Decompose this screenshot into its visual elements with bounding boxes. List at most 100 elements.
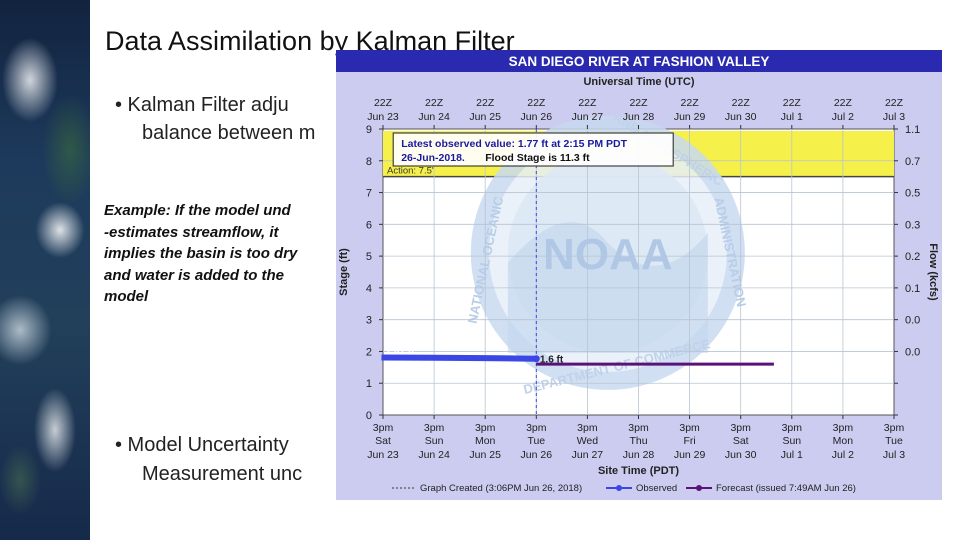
latest-observed-date: 26-Jun-2018. [401, 152, 465, 164]
bottom-tick-day: Fri [683, 435, 695, 447]
top-tick-time: 22Z [374, 97, 393, 109]
top-tick-date: Jul 3 [883, 111, 905, 123]
right-tick-label: 0.5 [905, 188, 920, 200]
bottom-tick-day: Sun [782, 435, 801, 447]
bottom-tick-time: 3pm [679, 422, 700, 434]
legend-created-text: Graph Created (3:06PM Jun 26, 2018) [420, 483, 582, 494]
legend-observed-text: Observed [636, 483, 677, 494]
right-tick-label: 0.0 [905, 315, 920, 327]
observed-latest-point [532, 355, 540, 363]
noaa-watermark-text: NOAA [543, 230, 673, 279]
top-tick-time: 22Z [681, 97, 700, 109]
flood-stage-text: Flood Stage is 11.3 ft [485, 152, 590, 164]
observed-value-label: 1.81 ft [386, 346, 416, 357]
bullet-kalman-line1: • Kalman Filter adju [115, 94, 289, 116]
top-tick-time: 22Z [476, 97, 495, 109]
bottom-tick-date: Jul 2 [832, 449, 854, 461]
observed-series-line [381, 354, 537, 362]
left-tick-label: 1 [366, 378, 372, 390]
bottom-tick-date: Jun 28 [623, 449, 655, 461]
bottom-tick-date: Jun 23 [367, 449, 399, 461]
bullet-kalman-line2: balance between m [142, 122, 316, 144]
bottom-tick-date: Jun 26 [521, 449, 553, 461]
bottom-tick-day: Sat [375, 435, 391, 447]
legend-forecast-text: Forecast (issued 7:49AM Jun 26) [716, 483, 856, 494]
top-tick-date: Jun 27 [572, 111, 604, 123]
action-stage-label: Action: 7.5' [387, 166, 434, 177]
top-tick-time: 22Z [783, 97, 802, 109]
bullet-uncertainty-line2: Measurement unc [142, 463, 303, 485]
bottom-tick-day: Sat [733, 435, 749, 447]
right-tick-label: 0.7 [905, 156, 920, 168]
hydrograph-panel: SAN DIEGO RIVER AT FASHION VALLEY Univers… [336, 50, 942, 500]
bottom-tick-date: Jun 30 [725, 449, 757, 461]
bottom-tick-day: Tue [885, 435, 903, 447]
left-tick-label: 0 [366, 410, 372, 422]
top-tick-time: 22Z [834, 97, 853, 109]
top-tick-time: 22Z [527, 97, 546, 109]
top-tick-time: 22Z [732, 97, 751, 109]
hydrograph-chart: SAN DIEGO RIVER AT FASHION VALLEY Univers… [336, 50, 942, 494]
bottom-tick-time: 3pm [730, 422, 751, 434]
right-tick-label: 0.0 [905, 346, 920, 358]
bottom-tick-date: Jul 1 [781, 449, 803, 461]
bottom-tick-day: Tue [527, 435, 545, 447]
forecast-value-label: 1.6 ft [540, 354, 564, 365]
legend-observed-marker [616, 485, 622, 491]
top-tick-date: Jun 29 [674, 111, 706, 123]
earth-satellite-image [0, 0, 90, 540]
bottom-tick-date: Jul 3 [883, 449, 905, 461]
top-tick-date: Jul 1 [781, 111, 803, 123]
left-tick-label: 4 [366, 283, 372, 295]
left-tick-label: 7 [366, 188, 372, 200]
left-tick-label: 9 [366, 124, 372, 136]
chart-title: SAN DIEGO RIVER AT FASHION VALLEY [509, 54, 770, 69]
bullet-uncertainty-line1: • Model Uncertainty [115, 434, 289, 456]
chart-title-bar [336, 50, 942, 72]
left-tick-label: 3 [366, 315, 372, 327]
left-tick-label: 2 [366, 346, 372, 358]
top-tick-time: 22Z [885, 97, 904, 109]
top-tick-date: Jun 24 [418, 111, 450, 123]
right-tick-label: 0.2 [905, 251, 920, 263]
bottom-tick-date: Jun 29 [674, 449, 706, 461]
bottom-tick-time: 3pm [782, 422, 803, 434]
left-tick-label: 6 [366, 219, 372, 231]
right-tick-label: 0.3 [905, 219, 920, 231]
bottom-tick-time: 3pm [526, 422, 547, 434]
bottom-tick-day: Sun [425, 435, 444, 447]
bottom-tick-time: 3pm [373, 422, 394, 434]
bottom-tick-time: 3pm [424, 422, 445, 434]
bottom-tick-day: Thu [629, 435, 647, 447]
bottom-tick-time: 3pm [475, 422, 496, 434]
right-tick-label: 0.1 [905, 283, 920, 295]
bottom-tick-time: 3pm [884, 422, 905, 434]
top-tick-time: 22Z [425, 97, 444, 109]
bottom-tick-time: 3pm [577, 422, 598, 434]
example-text: Example: If the model und -estimates str… [104, 202, 298, 305]
top-tick-date: Jun 26 [521, 111, 553, 123]
top-tick-date: Jun 23 [367, 111, 399, 123]
left-tick-label: 5 [366, 251, 372, 263]
top-tick-date: Jul 2 [832, 111, 854, 123]
top-tick-date: Jun 30 [725, 111, 757, 123]
bottom-tick-time: 3pm [628, 422, 649, 434]
top-tick-date: Jun 25 [469, 111, 501, 123]
right-axis-label: Flow (kcfs) [927, 243, 939, 301]
top-tick-time: 22Z [629, 97, 648, 109]
top-tick-time: 22Z [578, 97, 597, 109]
latest-observed-text: Latest observed value: 1.77 ft at 2:15 P… [401, 138, 627, 150]
bottom-tick-day: Mon [475, 435, 496, 447]
left-tick-label: 8 [366, 156, 372, 168]
right-tick-label: 1.1 [905, 124, 920, 136]
left-axis-label: Stage (ft) [338, 248, 350, 296]
bottom-tick-day: Mon [833, 435, 854, 447]
top-axis-title: Universal Time (UTC) [583, 76, 694, 88]
legend-forecast-marker [696, 485, 702, 491]
bottom-tick-date: Jun 27 [572, 449, 604, 461]
bottom-tick-day: Wed [577, 435, 599, 447]
bottom-tick-time: 3pm [833, 422, 854, 434]
top-tick-date: Jun 28 [623, 111, 655, 123]
bottom-axis-label: Site Time (PDT) [598, 465, 679, 477]
bottom-tick-date: Jun 24 [418, 449, 450, 461]
